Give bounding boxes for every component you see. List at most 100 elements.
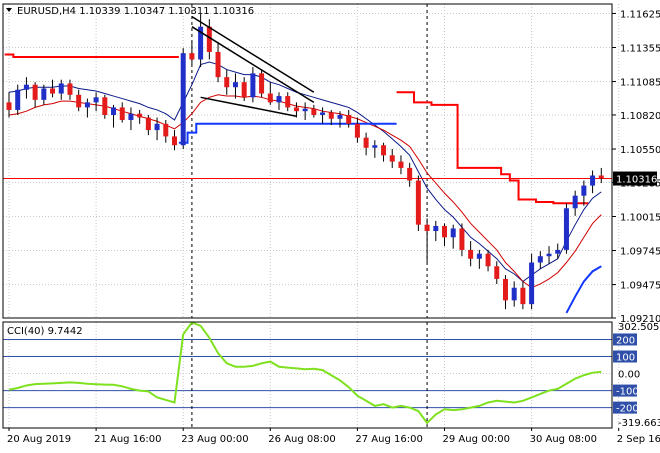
candle[interactable] <box>171 130 177 151</box>
candle[interactable] <box>511 281 517 307</box>
candle[interactable] <box>154 117 160 141</box>
candle[interactable] <box>128 107 134 131</box>
candle[interactable] <box>76 89 82 112</box>
candle-body <box>198 26 204 60</box>
candle[interactable] <box>137 109 143 124</box>
candle-body <box>276 96 282 103</box>
candle[interactable] <box>293 102 299 118</box>
candle[interactable] <box>372 140 378 158</box>
dropdown-triangle-icon[interactable] <box>6 8 12 12</box>
candle[interactable] <box>259 69 265 98</box>
candle[interactable] <box>407 162 413 187</box>
candle-body <box>354 123 360 138</box>
candle[interactable] <box>111 104 117 128</box>
candle[interactable] <box>520 281 526 310</box>
candle[interactable] <box>215 41 221 83</box>
candle-body <box>32 84 38 100</box>
candle[interactable] <box>276 92 282 110</box>
trend-line[interactable] <box>191 15 315 93</box>
candle[interactable] <box>424 218 430 263</box>
price-axis[interactable]: 1.116251.113551.110851.108201.105501.102… <box>612 9 660 325</box>
candle-body <box>145 117 151 131</box>
candle[interactable] <box>346 109 352 128</box>
time-axis[interactable]: 20 Aug 2019 21 Aug 16:00 23 Aug 00:00 26 Au… <box>7 428 660 445</box>
candle[interactable] <box>389 149 395 168</box>
candle[interactable] <box>590 170 596 194</box>
candle[interactable] <box>546 246 552 264</box>
candle[interactable] <box>320 107 326 124</box>
candle-body <box>302 108 308 112</box>
candle[interactable] <box>450 224 456 249</box>
candle[interactable] <box>328 109 334 126</box>
candle-body <box>23 84 29 90</box>
candle[interactable] <box>102 94 108 119</box>
candle-body <box>537 256 543 263</box>
candle-body <box>15 89 21 110</box>
candle[interactable] <box>41 84 47 105</box>
candle[interactable] <box>32 82 38 108</box>
candle-body <box>502 278 508 301</box>
candle[interactable] <box>67 79 73 100</box>
candle[interactable] <box>267 82 273 105</box>
candle[interactable] <box>50 79 56 98</box>
candle[interactable] <box>84 98 90 118</box>
candle[interactable] <box>58 79 64 100</box>
candle[interactable] <box>163 120 169 143</box>
candle[interactable] <box>232 73 238 99</box>
candle[interactable] <box>337 111 343 128</box>
candle[interactable] <box>119 102 125 123</box>
candle[interactable] <box>224 69 230 95</box>
candle[interactable] <box>15 84 21 115</box>
candle[interactable] <box>485 249 491 272</box>
candle[interactable] <box>302 102 308 121</box>
candle[interactable] <box>23 77 29 99</box>
candle[interactable] <box>363 132 369 156</box>
price-grid <box>3 4 620 319</box>
candle[interactable] <box>198 14 204 68</box>
candle[interactable] <box>398 155 404 175</box>
candle[interactable] <box>311 104 317 118</box>
candle[interactable] <box>502 275 508 310</box>
candle[interactable] <box>180 48 186 150</box>
candle-body <box>241 82 247 98</box>
candle[interactable] <box>6 92 12 118</box>
candle-body <box>598 175 604 179</box>
candle[interactable] <box>145 114 151 136</box>
candle[interactable] <box>354 117 360 143</box>
candle[interactable] <box>415 175 421 231</box>
candle[interactable] <box>555 243 561 259</box>
candle[interactable] <box>468 241 474 267</box>
candle[interactable] <box>563 203 569 254</box>
candle-body <box>328 112 334 119</box>
candle[interactable] <box>285 92 291 112</box>
candle-body <box>232 82 238 88</box>
trend-lines[interactable] <box>191 15 315 117</box>
candle[interactable] <box>442 223 448 247</box>
cci-axis[interactable]: 302.5056 200 100 0.00 -100 -200 -319.6636 <box>613 322 660 429</box>
current-price-tag[interactable]: 1.10316 <box>613 171 657 186</box>
candle[interactable] <box>476 249 482 269</box>
candle[interactable] <box>381 142 387 162</box>
candles[interactable] <box>6 14 604 310</box>
price-tick-label: 1.11085 <box>620 78 660 89</box>
candle[interactable] <box>250 67 256 103</box>
candle[interactable] <box>494 261 500 284</box>
candle[interactable] <box>189 41 195 65</box>
candle[interactable] <box>241 77 247 102</box>
candle[interactable] <box>93 92 99 112</box>
candle[interactable] <box>529 253 535 310</box>
trend-line[interactable] <box>200 96 297 117</box>
candle[interactable] <box>598 167 604 184</box>
candle[interactable] <box>206 19 212 60</box>
candle-body <box>546 253 552 257</box>
candle[interactable] <box>572 190 578 216</box>
candle[interactable] <box>581 180 587 206</box>
ma-line <box>8 61 602 283</box>
trend-line[interactable] <box>191 26 315 103</box>
candle-body <box>224 77 230 88</box>
candle[interactable] <box>459 223 465 257</box>
candle[interactable] <box>433 220 439 242</box>
candle[interactable] <box>537 251 543 269</box>
